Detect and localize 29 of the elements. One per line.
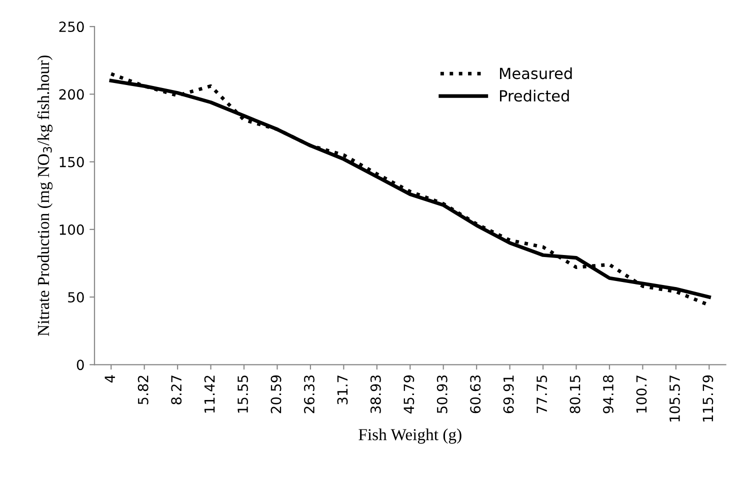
legend-label: Measured [500,67,572,80]
x-tick-label: 4 [104,375,115,383]
x-tick-label: 8.27 [171,376,182,404]
x-tick-label: 94.18 [603,375,614,414]
x-tick-label: 77.75 [536,376,548,414]
x-tick-label: 115.79 [702,375,714,422]
x-tick-label: 11.42 [204,376,215,413]
legend-label: Predicted [500,90,569,102]
x-tick-label: 31.7 [337,376,348,404]
x-tick-label: 60.63 [470,376,481,414]
y-tick-label: 0 [76,360,84,370]
y-tick-label: 150 [60,156,84,168]
x-tick-label: 105.57 [669,376,680,422]
x-tick-label: 20.59 [270,375,282,414]
y-axis-title: Nitrate Production (mg NO$_{3}$/kg fish.hour) [37,56,53,336]
y-tick-label: 50 [68,292,84,303]
x-tick-label: 5.82 [138,376,148,404]
x-tick-label: 26.33 [304,376,314,414]
x-tick-label: 100.7 [636,376,647,413]
x-tick-label: 15.55 [238,376,248,413]
x-tick-label: 50.93 [436,376,448,414]
x-tick-label: 38.93 [370,376,381,414]
x-axis-title: Fish Weight (g) [358,428,462,444]
x-tick-label: 45.79 [404,375,414,414]
y-tick-label: 250 [59,22,84,32]
y-tick-label: 200 [59,89,84,100]
x-tick-label: 69.91 [503,376,514,414]
y-tick-label: 100 [60,224,84,235]
x-tick-label: 80.15 [570,376,580,414]
